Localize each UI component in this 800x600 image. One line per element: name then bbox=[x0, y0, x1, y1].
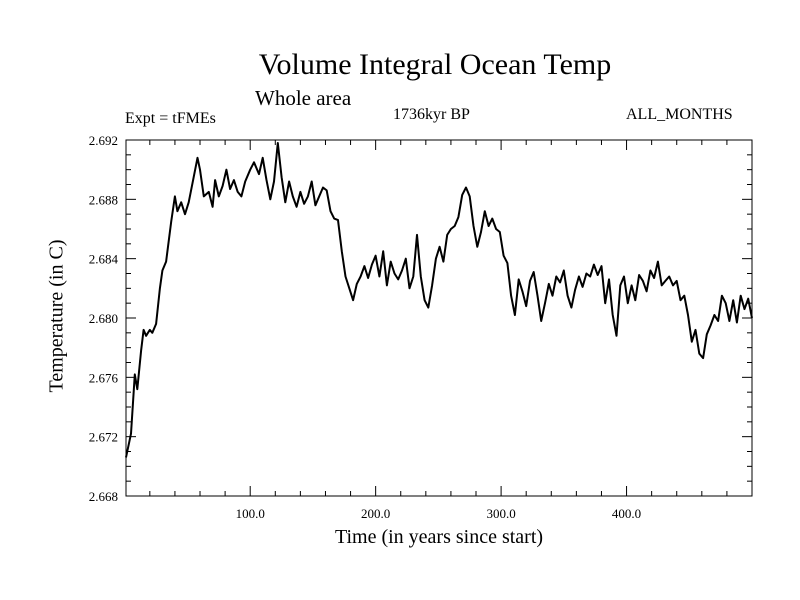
period-label: 1736kyr BP bbox=[393, 106, 470, 123]
y-tick-label: 2.684 bbox=[89, 252, 119, 267]
axis-ticks bbox=[126, 139, 752, 497]
series-line bbox=[125, 142, 753, 458]
y-axis-label: Temperature (in C) bbox=[45, 239, 68, 393]
x-axis-label: Time (in years since start) bbox=[334, 526, 544, 548]
y-tick-label: 2.692 bbox=[89, 133, 118, 148]
months-label: ALL_MONTHS bbox=[626, 106, 733, 123]
y-tick-label: 2.672 bbox=[89, 430, 118, 445]
y-tick-label: 2.688 bbox=[89, 192, 118, 207]
x-tick-label: 200.0 bbox=[361, 506, 390, 521]
y-tick-label: 2.676 bbox=[89, 370, 119, 385]
y-tick-label: 2.668 bbox=[89, 489, 118, 504]
x-tick-label: 300.0 bbox=[486, 506, 515, 521]
x-tick-label: 400.0 bbox=[612, 506, 641, 521]
chart-subtitle: Whole area bbox=[255, 86, 352, 110]
axis-tick-labels: 100.0 200.0 300.0 400.0 2.668 2.672 2.676 2.680… bbox=[89, 133, 641, 521]
chart-title: Volume Integral Ocean Temp bbox=[258, 48, 612, 81]
x-tick-label: 100.0 bbox=[236, 506, 265, 521]
experiment-label: Expt = tFMEs bbox=[125, 110, 216, 127]
y-tick-label: 2.680 bbox=[89, 311, 118, 326]
